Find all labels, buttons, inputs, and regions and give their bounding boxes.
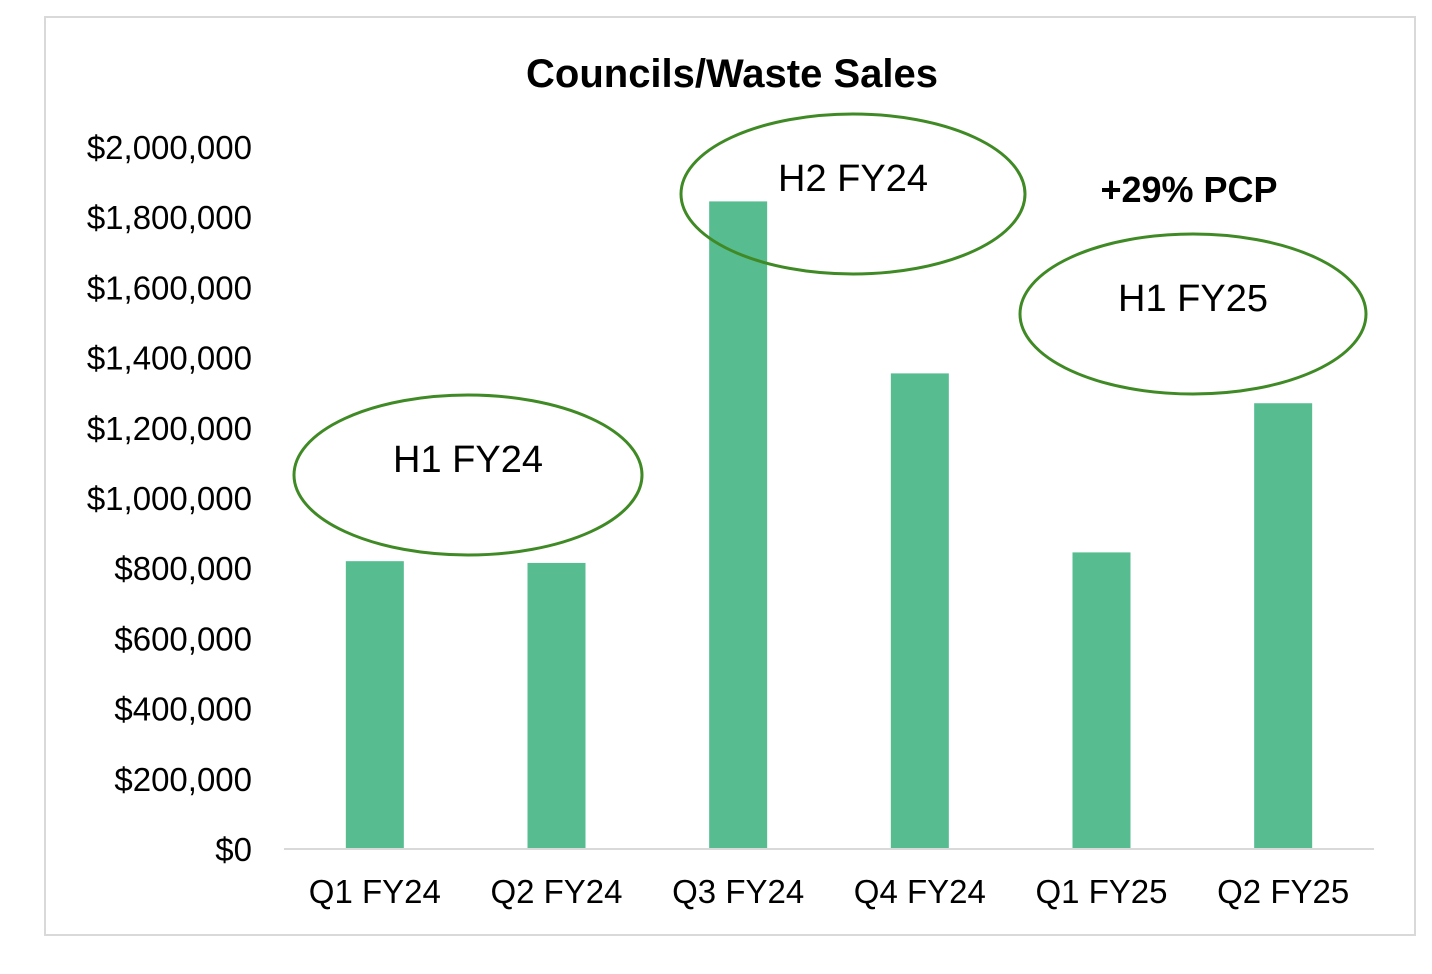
h2-fy24-ellipse bbox=[679, 112, 1027, 276]
y-tick-label: $1,400,000 bbox=[87, 340, 252, 377]
y-tick-label: $800,000 bbox=[114, 550, 252, 587]
h1-fy24-annotation: H1 FY24 bbox=[393, 439, 543, 481]
bar-q2-fy24 bbox=[527, 562, 586, 849]
h1-fy25-annotation: H1 FY25 bbox=[1118, 278, 1268, 320]
x-tick-label: Q3 FY24 bbox=[672, 873, 804, 910]
y-tick-label: $200,000 bbox=[114, 761, 252, 798]
bar-q1-fy25 bbox=[1072, 552, 1131, 849]
bar-q3-fy24 bbox=[709, 201, 768, 849]
x-axis-ticks: Q1 FY24 Q2 FY24 Q3 FY24 Q4 FY24 Q1 FY25 Q2 FY… bbox=[309, 873, 1349, 910]
h1-fy24-ellipse bbox=[292, 393, 644, 557]
h2-fy24-annotation: H2 FY24 bbox=[778, 158, 928, 200]
y-axis-ticks: $0 $200,000 $400,000 $600,000 $800,000 $1,000… bbox=[87, 129, 252, 868]
x-tick-label: Q2 FY25 bbox=[1217, 873, 1349, 910]
y-tick-label: $0 bbox=[215, 831, 252, 868]
y-tick-label: $400,000 bbox=[114, 691, 252, 728]
bar-q1-fy24 bbox=[345, 561, 404, 849]
bar-q4-fy24 bbox=[890, 373, 949, 849]
y-tick-label: $1,800,000 bbox=[87, 199, 252, 236]
h1-fy25-ellipse bbox=[1018, 232, 1368, 396]
pcp-growth-annotation: +29% PCP bbox=[1100, 169, 1277, 210]
x-tick-label: Q4 FY24 bbox=[854, 873, 986, 910]
x-tick-label: Q1 FY24 bbox=[309, 873, 441, 910]
x-tick-label: Q2 FY24 bbox=[490, 873, 622, 910]
chart-title: Councils/Waste Sales bbox=[526, 52, 938, 96]
y-tick-label: $1,000,000 bbox=[87, 480, 252, 517]
bars bbox=[345, 201, 1313, 849]
x-tick-label: Q1 FY25 bbox=[1035, 873, 1167, 910]
bar-q2-fy25 bbox=[1254, 403, 1313, 849]
y-tick-label: $600,000 bbox=[114, 620, 252, 657]
y-tick-label: $2,000,000 bbox=[87, 129, 252, 166]
y-tick-label: $1,200,000 bbox=[87, 410, 252, 447]
y-tick-label: $1,600,000 bbox=[87, 269, 252, 306]
